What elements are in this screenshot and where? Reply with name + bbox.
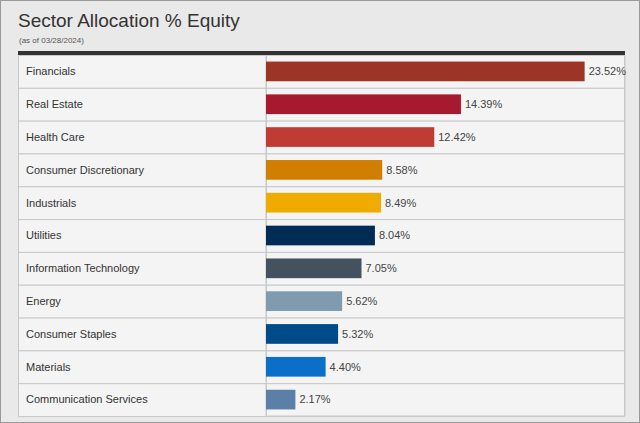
bar (266, 291, 342, 311)
chart: Sector Allocation % Equity (as of 03/28/2… (0, 0, 640, 423)
title: Sector Allocation % Equity (18, 10, 240, 31)
bar (266, 357, 326, 377)
row (19, 384, 625, 417)
data-label: 7.05% (366, 262, 397, 274)
bar (266, 390, 295, 410)
category-label: Consumer Staples (26, 328, 117, 340)
row (19, 285, 625, 318)
header-rule (18, 51, 625, 55)
row (19, 56, 625, 89)
row (19, 252, 625, 285)
row (19, 318, 625, 351)
category-labels: Financials Real Estate Health Care Consumer… (26, 65, 148, 405)
data-label: 8.04% (379, 229, 410, 241)
bar (266, 127, 434, 147)
bar (266, 258, 362, 278)
data-label: 4.40% (330, 361, 361, 373)
data-label: 12.42% (438, 131, 476, 143)
row (19, 121, 625, 154)
bars (266, 62, 585, 410)
data-label: 23.52% (589, 65, 627, 77)
data-label: 5.32% (342, 328, 373, 340)
bar (266, 160, 382, 180)
data-label: 8.49% (385, 197, 416, 209)
row (19, 351, 625, 384)
plot-frame (266, 56, 625, 417)
bar (266, 62, 585, 82)
subtitle: (as of 03/28/2024) (19, 36, 84, 45)
category-label: Utilities (26, 229, 62, 241)
category-label: Communication Services (26, 393, 148, 405)
background (1, 1, 640, 423)
category-label: Financials (26, 65, 76, 77)
data-label: 2.17% (299, 393, 330, 405)
row (19, 187, 625, 220)
category-label: Industrials (26, 197, 77, 209)
bar (266, 193, 381, 213)
row (19, 220, 625, 253)
data-label: 14.39% (465, 98, 503, 110)
category-label: Real Estate (26, 98, 83, 110)
row (19, 154, 625, 187)
bar (266, 226, 375, 246)
category-label: Consumer Discretionary (26, 164, 144, 176)
category-label: Materials (26, 361, 71, 373)
data-label: 5.62% (346, 295, 377, 307)
row (19, 88, 625, 121)
data-label: 8.58% (386, 164, 417, 176)
data-labels: 23.52% 14.39% 12.42% 8.58% 8.49% 8.04% 7.05% 5.… (299, 65, 626, 405)
category-label: Energy (26, 295, 61, 307)
bar (266, 324, 338, 344)
category-label: Health Care (26, 131, 85, 143)
rows (19, 56, 625, 417)
bar (266, 94, 461, 114)
category-label: Information Technology (26, 262, 140, 274)
